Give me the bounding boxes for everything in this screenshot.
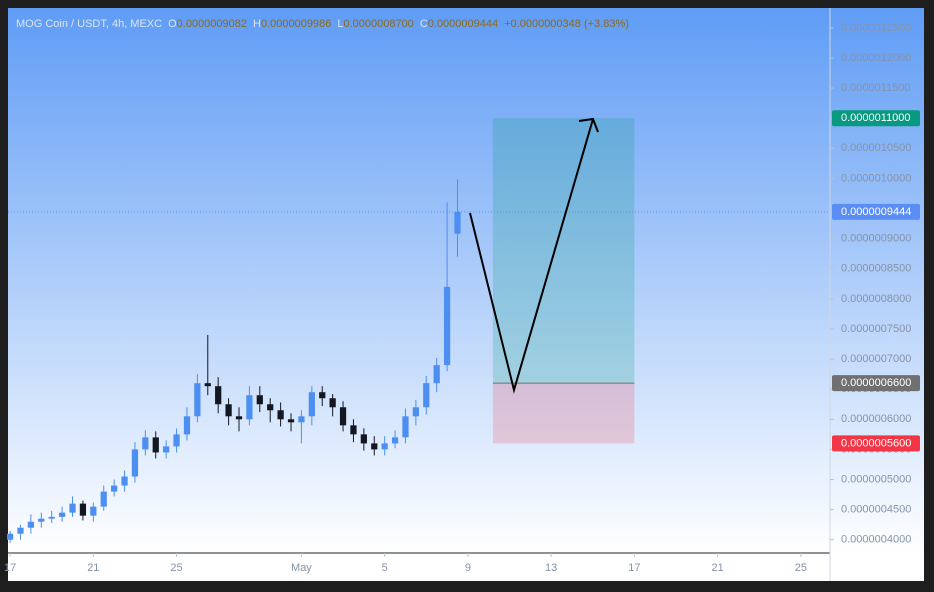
- candle-body: [308, 392, 315, 417]
- legend-text: O: [168, 18, 177, 30]
- candle-body: [215, 386, 222, 405]
- y-tick-label: 0.0000012000: [841, 52, 911, 64]
- y-tick-label: 0.0000008000: [841, 293, 911, 305]
- candle-body: [423, 383, 430, 408]
- legend-text: 0.0000008700: [343, 18, 413, 30]
- y-tick-label: 0.0000007500: [841, 323, 911, 335]
- candle-body: [391, 437, 399, 444]
- price-badge-label: 0.0000011000: [841, 112, 911, 124]
- x-tick-label: 17: [4, 562, 16, 574]
- candle-body: [360, 434, 367, 444]
- y-tick-label: 0.0000004000: [841, 534, 911, 546]
- candle-body: [381, 443, 388, 450]
- legend-text: MOG Coin / USDT, 4h, MEXC: [16, 18, 162, 30]
- candle-body: [152, 437, 159, 453]
- candle-body: [371, 443, 378, 450]
- legend-text: 0.0000009444: [428, 18, 498, 30]
- candle-body: [100, 491, 107, 507]
- legend-text: +0.0000000348 (+3.83%): [504, 18, 629, 30]
- time-axis-background: [8, 553, 924, 581]
- candle-body: [412, 407, 419, 417]
- x-tick-label: 13: [545, 562, 557, 574]
- candle-body: [17, 527, 24, 534]
- candle-body: [298, 416, 305, 423]
- candle-body: [402, 416, 409, 438]
- candle-body: [246, 395, 253, 420]
- stop-zone: [492, 383, 635, 444]
- price-badge-label: 0.0000006600: [841, 377, 911, 389]
- y-tick-label: 0.0000011500: [841, 82, 911, 94]
- candle-body: [131, 449, 139, 477]
- plot-background: [8, 8, 924, 553]
- price-badge: [832, 435, 920, 452]
- candle-body: [111, 485, 118, 492]
- candle-body: [142, 437, 149, 450]
- candle-body: [225, 404, 232, 417]
- y-tick-label: 0.0000009000: [841, 233, 911, 245]
- legend-text: H: [253, 18, 261, 30]
- x-tick-label: 5: [382, 562, 388, 574]
- candle-body: [79, 503, 87, 516]
- candle-body: [48, 516, 55, 519]
- candle-body: [329, 398, 336, 408]
- target-zone: [492, 118, 635, 384]
- candle-body: [287, 419, 295, 423]
- legend-text: C: [420, 18, 428, 30]
- y-tick-label: 0.0000004500: [841, 504, 911, 516]
- y-tick-label: 0.0000008500: [841, 263, 911, 275]
- candle-body: [256, 395, 263, 405]
- y-tick-label: 0.0000010000: [841, 172, 911, 184]
- candle-body: [173, 434, 180, 447]
- legend-text: 0.0000009082: [177, 18, 247, 30]
- candle-body: [443, 286, 451, 366]
- labels: 0.0000004000 0.0000004500 0.0000005000 0.00…: [4, 22, 920, 574]
- candle-body: [27, 521, 35, 528]
- x-tick-label: 21: [87, 562, 99, 574]
- candle-body: [163, 446, 170, 453]
- candle-body: [277, 410, 284, 420]
- x-tick-label: 17: [628, 562, 640, 574]
- x-tick-label: May: [291, 562, 312, 574]
- legend-text: L: [337, 18, 343, 30]
- marks: [6, 118, 830, 543]
- candle-body: [6, 533, 14, 540]
- x-tick-label: 25: [170, 562, 182, 574]
- y-tick-label: 0.0000005000: [841, 473, 911, 485]
- candle-body: [339, 407, 347, 426]
- x-tick-label: 9: [465, 562, 471, 574]
- y-tick-label: 0.0000007000: [841, 353, 911, 365]
- candle-body: [319, 392, 326, 399]
- y-tick-label: 0.0000010500: [841, 142, 911, 154]
- candle-body: [58, 512, 66, 517]
- candle-body: [69, 503, 76, 513]
- candle-body: [433, 365, 440, 384]
- candle-body: [121, 476, 128, 486]
- candle-body: [350, 425, 357, 435]
- price-badge: [832, 375, 920, 392]
- candle-body: [90, 506, 97, 516]
- arrow-head: [578, 117, 599, 133]
- price-badge: [832, 110, 920, 127]
- candle-body: [454, 211, 461, 234]
- x-tick-label: 25: [795, 562, 807, 574]
- y-tick-label: 0.0000006000: [841, 413, 911, 425]
- price-badge-label: 0.0000009444: [841, 206, 911, 218]
- legend-text: 0.0000009986: [261, 18, 331, 30]
- candle-body: [267, 404, 274, 411]
- candle-body: [38, 518, 45, 522]
- projection-arrow: [469, 118, 594, 394]
- candle-body: [204, 383, 211, 387]
- legend-header: MOG Coin / USDT, 4h, MEXC O0.0000009082 H0…: [16, 18, 629, 30]
- y-tick-label: 0.0000012500: [841, 22, 911, 34]
- price-badge: [832, 203, 920, 220]
- candle-body: [183, 416, 191, 435]
- candle-body: [235, 416, 243, 420]
- candle-body: [194, 383, 201, 417]
- price-badge-label: 0.0000005600: [841, 437, 911, 449]
- x-tick-label: 21: [712, 562, 724, 574]
